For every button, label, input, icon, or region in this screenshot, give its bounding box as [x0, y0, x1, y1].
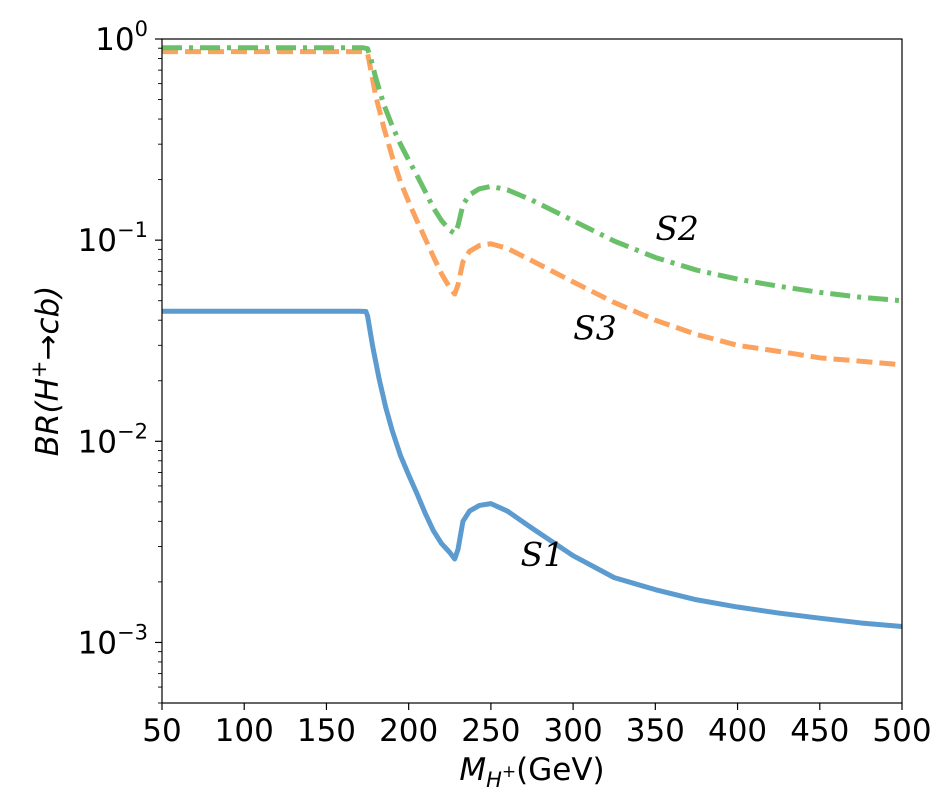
x-axis-title-sub: H	[486, 768, 502, 792]
series-labels: S1 S2 S3	[520, 209, 698, 574]
series-label-s2: S2	[655, 209, 699, 248]
series-label-s1: S1	[520, 535, 564, 574]
y-axis-title-sup: +	[27, 360, 51, 378]
x-axis-ticks: 50 100 150 200 250 300 350 400 450 500	[142, 703, 932, 749]
x-axis-title-unit: (GeV)	[516, 752, 605, 788]
plot-frame	[161, 38, 903, 704]
x-tick-label: 100	[215, 713, 274, 749]
x-tick-label: 400	[708, 713, 767, 749]
y-tick-label: 10−3	[78, 620, 148, 661]
x-tick-label: 500	[872, 713, 931, 749]
x-tick-label: 350	[626, 713, 685, 749]
x-axis-title-subsup: +	[502, 762, 516, 782]
x-tick-label: 200	[379, 713, 438, 749]
x-tick-label: 150	[297, 713, 356, 749]
x-tick-label: 450	[790, 713, 849, 749]
y-tick-label: 10−1	[78, 218, 148, 259]
y-axis-title: BR(H+→cb)	[27, 286, 66, 457]
y-axis-title-suffix: →cb)	[30, 286, 66, 361]
series-line-s2	[162, 45, 902, 304]
x-axis-title-main: M	[459, 752, 486, 788]
y-axis-title-prefix: BR(H	[30, 378, 66, 456]
x-axis-title: MH+(GeV)	[459, 752, 604, 792]
series-line-s1	[162, 308, 902, 630]
y-tick-label: 100	[95, 17, 148, 58]
x-tick-label: 250	[461, 713, 520, 749]
series-label-s3: S3	[573, 309, 617, 348]
x-tick-label: 50	[142, 713, 181, 749]
series-line-s3	[162, 49, 902, 368]
y-tick-label: 10−2	[78, 419, 148, 460]
y-axis-ticks: 100 10−1 10−2 10−3	[78, 17, 162, 704]
series-layer	[162, 45, 902, 630]
x-tick-label: 300	[544, 713, 603, 749]
